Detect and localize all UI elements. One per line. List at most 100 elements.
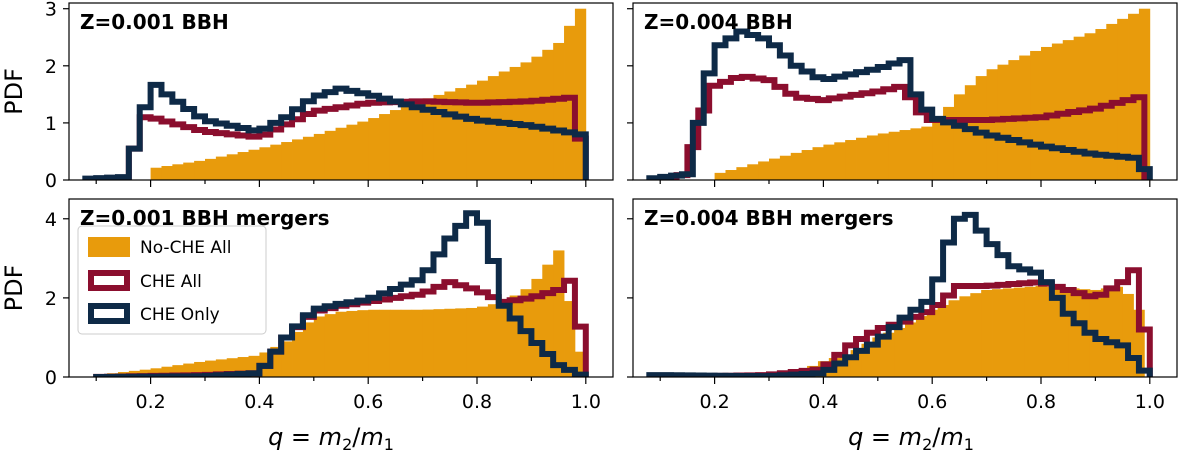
hist-bar-nocheall	[248, 355, 260, 377]
hist-bar-nocheall	[959, 296, 971, 377]
panel-frame	[68, 2, 614, 181]
hist-bar-nocheall	[542, 49, 554, 180]
hist-bar-nocheall	[150, 167, 162, 180]
hist-bar-nocheall	[553, 250, 565, 377]
hist-bar-nocheall	[335, 127, 347, 180]
y-tick-label: 1	[45, 113, 57, 135]
hist-bar-nocheall	[313, 316, 326, 377]
hist-bar-nocheall	[248, 149, 260, 180]
hist-bar-nocheall	[769, 158, 781, 180]
legend-label-cheall: CHE All	[140, 272, 202, 292]
x-tick-label: 0.6	[353, 391, 383, 413]
hist-bar-nocheall	[1046, 286, 1058, 377]
hist-bar-nocheall	[335, 311, 347, 377]
x-label-sub2: 2	[342, 435, 352, 454]
x-axis-label-left: q = m2/m1	[268, 423, 394, 454]
y-tick-label: 0	[45, 367, 57, 389]
x-label-m2: m	[319, 423, 342, 451]
hist-bar-nocheall	[531, 56, 543, 180]
hist-bar-nocheall	[324, 130, 336, 180]
hist-bar-nocheall	[850, 350, 862, 377]
x-label-q: q	[268, 423, 283, 451]
hist-bar-nocheall	[466, 84, 478, 180]
y-axis-label: PDF	[0, 265, 28, 312]
hist-bar-nocheall	[487, 76, 500, 180]
x-label-eq: =	[863, 423, 898, 451]
hist-bar-nocheall	[226, 358, 239, 377]
hist-bar-nocheall	[801, 150, 813, 180]
panel-yticks: 0 2 4	[45, 209, 69, 389]
hist-bar-nocheall	[564, 301, 576, 377]
x-label-m1: m	[360, 423, 383, 451]
panel-yticks	[627, 8, 633, 181]
panel-xticks	[659, 180, 1151, 187]
hist-bar-nocheall	[981, 289, 993, 377]
panel-bars	[646, 8, 1153, 180]
hist-bar-nocheall	[281, 341, 293, 377]
hist-bar-nocheall	[834, 142, 846, 180]
x-label-sub1: 1	[384, 435, 394, 454]
hist-bar-nocheall	[237, 357, 249, 377]
hist-bar-nocheall	[400, 106, 413, 180]
hist-bar-nocheall	[714, 172, 726, 180]
hist-bar-nocheall	[823, 144, 835, 180]
hist-bar-nocheall	[346, 124, 358, 180]
hist-bar-nocheall	[779, 155, 792, 180]
hist-bar-nocheall	[477, 80, 489, 180]
hist-bar-nocheall	[433, 94, 445, 180]
hist-bar-nocheall	[888, 131, 900, 180]
x-tick-label: 0.8	[462, 391, 492, 413]
hist-bar-nocheall	[856, 137, 868, 180]
hist-bar-nocheall	[509, 295, 521, 377]
panel-z0004-bbh: Z=0.004 BBH	[627, 2, 1178, 187]
hist-bar-nocheall	[790, 152, 803, 180]
hist-bar-nocheall	[866, 135, 879, 180]
x-label-sub2: 2	[922, 435, 932, 454]
panel-bars	[82, 8, 589, 180]
hist-bar-nocheall	[215, 156, 228, 180]
y-tick-label: 2	[45, 288, 57, 310]
panel-title: Z=0.004 BBH mergers	[644, 206, 894, 230]
x-label-slash: /	[352, 423, 361, 451]
legend: No-CHE All CHE All CHE Only	[77, 225, 267, 335]
x-label-sub1: 1	[964, 435, 974, 454]
x-tick-label: 0.4	[244, 391, 274, 413]
hist-bar-nocheall	[1057, 287, 1069, 377]
hist-bar-nocheall	[758, 161, 770, 180]
hist-bar-nocheall	[215, 359, 228, 377]
hist-bar-nocheall	[915, 316, 928, 377]
hist-bar-nocheall	[346, 310, 358, 377]
hist-bar-nocheall	[948, 300, 960, 377]
hist-bar-nocheall	[520, 62, 532, 180]
hist-bar-nocheall	[937, 305, 949, 377]
hist-bar-nocheall	[921, 126, 933, 180]
y-tick-label: 2	[45, 56, 57, 78]
hist-bar-nocheall	[1002, 288, 1015, 377]
hist-bar-nocheall	[400, 309, 413, 377]
hist-bar-nocheall	[433, 309, 445, 377]
hist-bar-nocheall	[422, 309, 434, 377]
panel-z0001-bbh: 0 1 2 3 Z=0.001 BBH PDF	[0, 0, 614, 192]
hist-bar-nocheall	[270, 144, 282, 180]
hist-bar-nocheall	[1133, 309, 1145, 377]
hist-bar-nocheall	[986, 69, 998, 180]
y-axis-label: PDF	[0, 68, 28, 115]
hist-bar-nocheall	[281, 142, 293, 180]
hist-bar-nocheall	[444, 91, 456, 180]
hist-bar-nocheall	[270, 346, 282, 377]
hist-bar-nocheall	[466, 307, 478, 377]
hist-bar-nocheall	[883, 332, 895, 377]
hist-bar-nocheall	[894, 327, 906, 377]
hist-bar-nocheall	[564, 25, 576, 180]
panel-z0004-bbh-mergers: 0.2 0.4 0.6 0.8 1.0 Z=0.004 BBH mergers	[627, 198, 1178, 413]
panel-frame	[632, 2, 1178, 181]
panel-title: Z=0.004 BBH	[644, 10, 793, 34]
x-tick-label: 0.8	[1026, 391, 1056, 413]
hist-bar-nocheall	[574, 8, 587, 180]
panel-yticks	[627, 218, 633, 378]
x-label-m2: m	[899, 423, 922, 451]
hist-bar-nocheall	[910, 128, 922, 180]
hist-bar-nocheall	[574, 351, 587, 377]
step-line-cheonly	[82, 81, 589, 180]
hist-bar-nocheall	[389, 309, 402, 377]
